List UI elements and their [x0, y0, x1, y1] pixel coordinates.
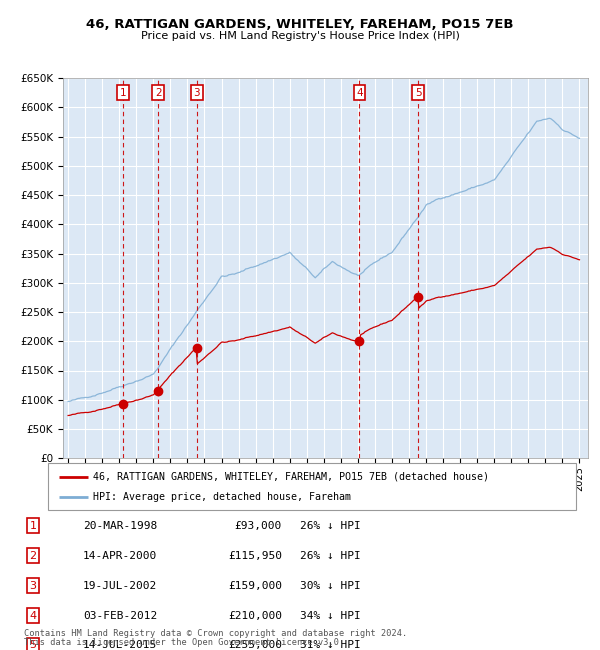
Text: 46, RATTIGAN GARDENS, WHITELEY, FAREHAM, PO15 7EB: 46, RATTIGAN GARDENS, WHITELEY, FAREHAM,…: [86, 18, 514, 31]
Text: 2: 2: [155, 88, 161, 97]
Text: 1: 1: [29, 521, 37, 531]
Text: 5: 5: [415, 88, 422, 97]
Text: 20-MAR-1998: 20-MAR-1998: [83, 521, 157, 531]
Text: £210,000: £210,000: [228, 610, 282, 621]
Text: 03-FEB-2012: 03-FEB-2012: [83, 610, 157, 621]
Text: 4: 4: [356, 88, 363, 97]
Text: 14-JUL-2015: 14-JUL-2015: [83, 640, 157, 650]
Text: 46, RATTIGAN GARDENS, WHITELEY, FAREHAM, PO15 7EB (detached house): 46, RATTIGAN GARDENS, WHITELEY, FAREHAM,…: [93, 471, 489, 482]
Text: 30% ↓ HPI: 30% ↓ HPI: [300, 580, 361, 591]
Text: 19-JUL-2002: 19-JUL-2002: [83, 580, 157, 591]
Text: £255,000: £255,000: [228, 640, 282, 650]
Text: £93,000: £93,000: [235, 521, 282, 531]
Text: £159,000: £159,000: [228, 580, 282, 591]
Text: 5: 5: [29, 640, 37, 650]
Text: 2: 2: [29, 551, 37, 561]
Text: This data is licensed under the Open Government Licence v3.0.: This data is licensed under the Open Gov…: [24, 638, 344, 647]
Text: Contains HM Land Registry data © Crown copyright and database right 2024.: Contains HM Land Registry data © Crown c…: [24, 629, 407, 638]
FancyBboxPatch shape: [48, 463, 576, 510]
Text: £115,950: £115,950: [228, 551, 282, 561]
Text: 1: 1: [119, 88, 126, 97]
Text: Price paid vs. HM Land Registry's House Price Index (HPI): Price paid vs. HM Land Registry's House …: [140, 31, 460, 42]
Text: HPI: Average price, detached house, Fareham: HPI: Average price, detached house, Fare…: [93, 492, 351, 502]
Text: 14-APR-2000: 14-APR-2000: [83, 551, 157, 561]
Text: 26% ↓ HPI: 26% ↓ HPI: [300, 521, 361, 531]
Text: 3: 3: [29, 580, 37, 591]
Text: 34% ↓ HPI: 34% ↓ HPI: [300, 610, 361, 621]
Text: 31% ↓ HPI: 31% ↓ HPI: [300, 640, 361, 650]
Text: 3: 3: [193, 88, 200, 97]
Text: 26% ↓ HPI: 26% ↓ HPI: [300, 551, 361, 561]
Text: 4: 4: [29, 610, 37, 621]
